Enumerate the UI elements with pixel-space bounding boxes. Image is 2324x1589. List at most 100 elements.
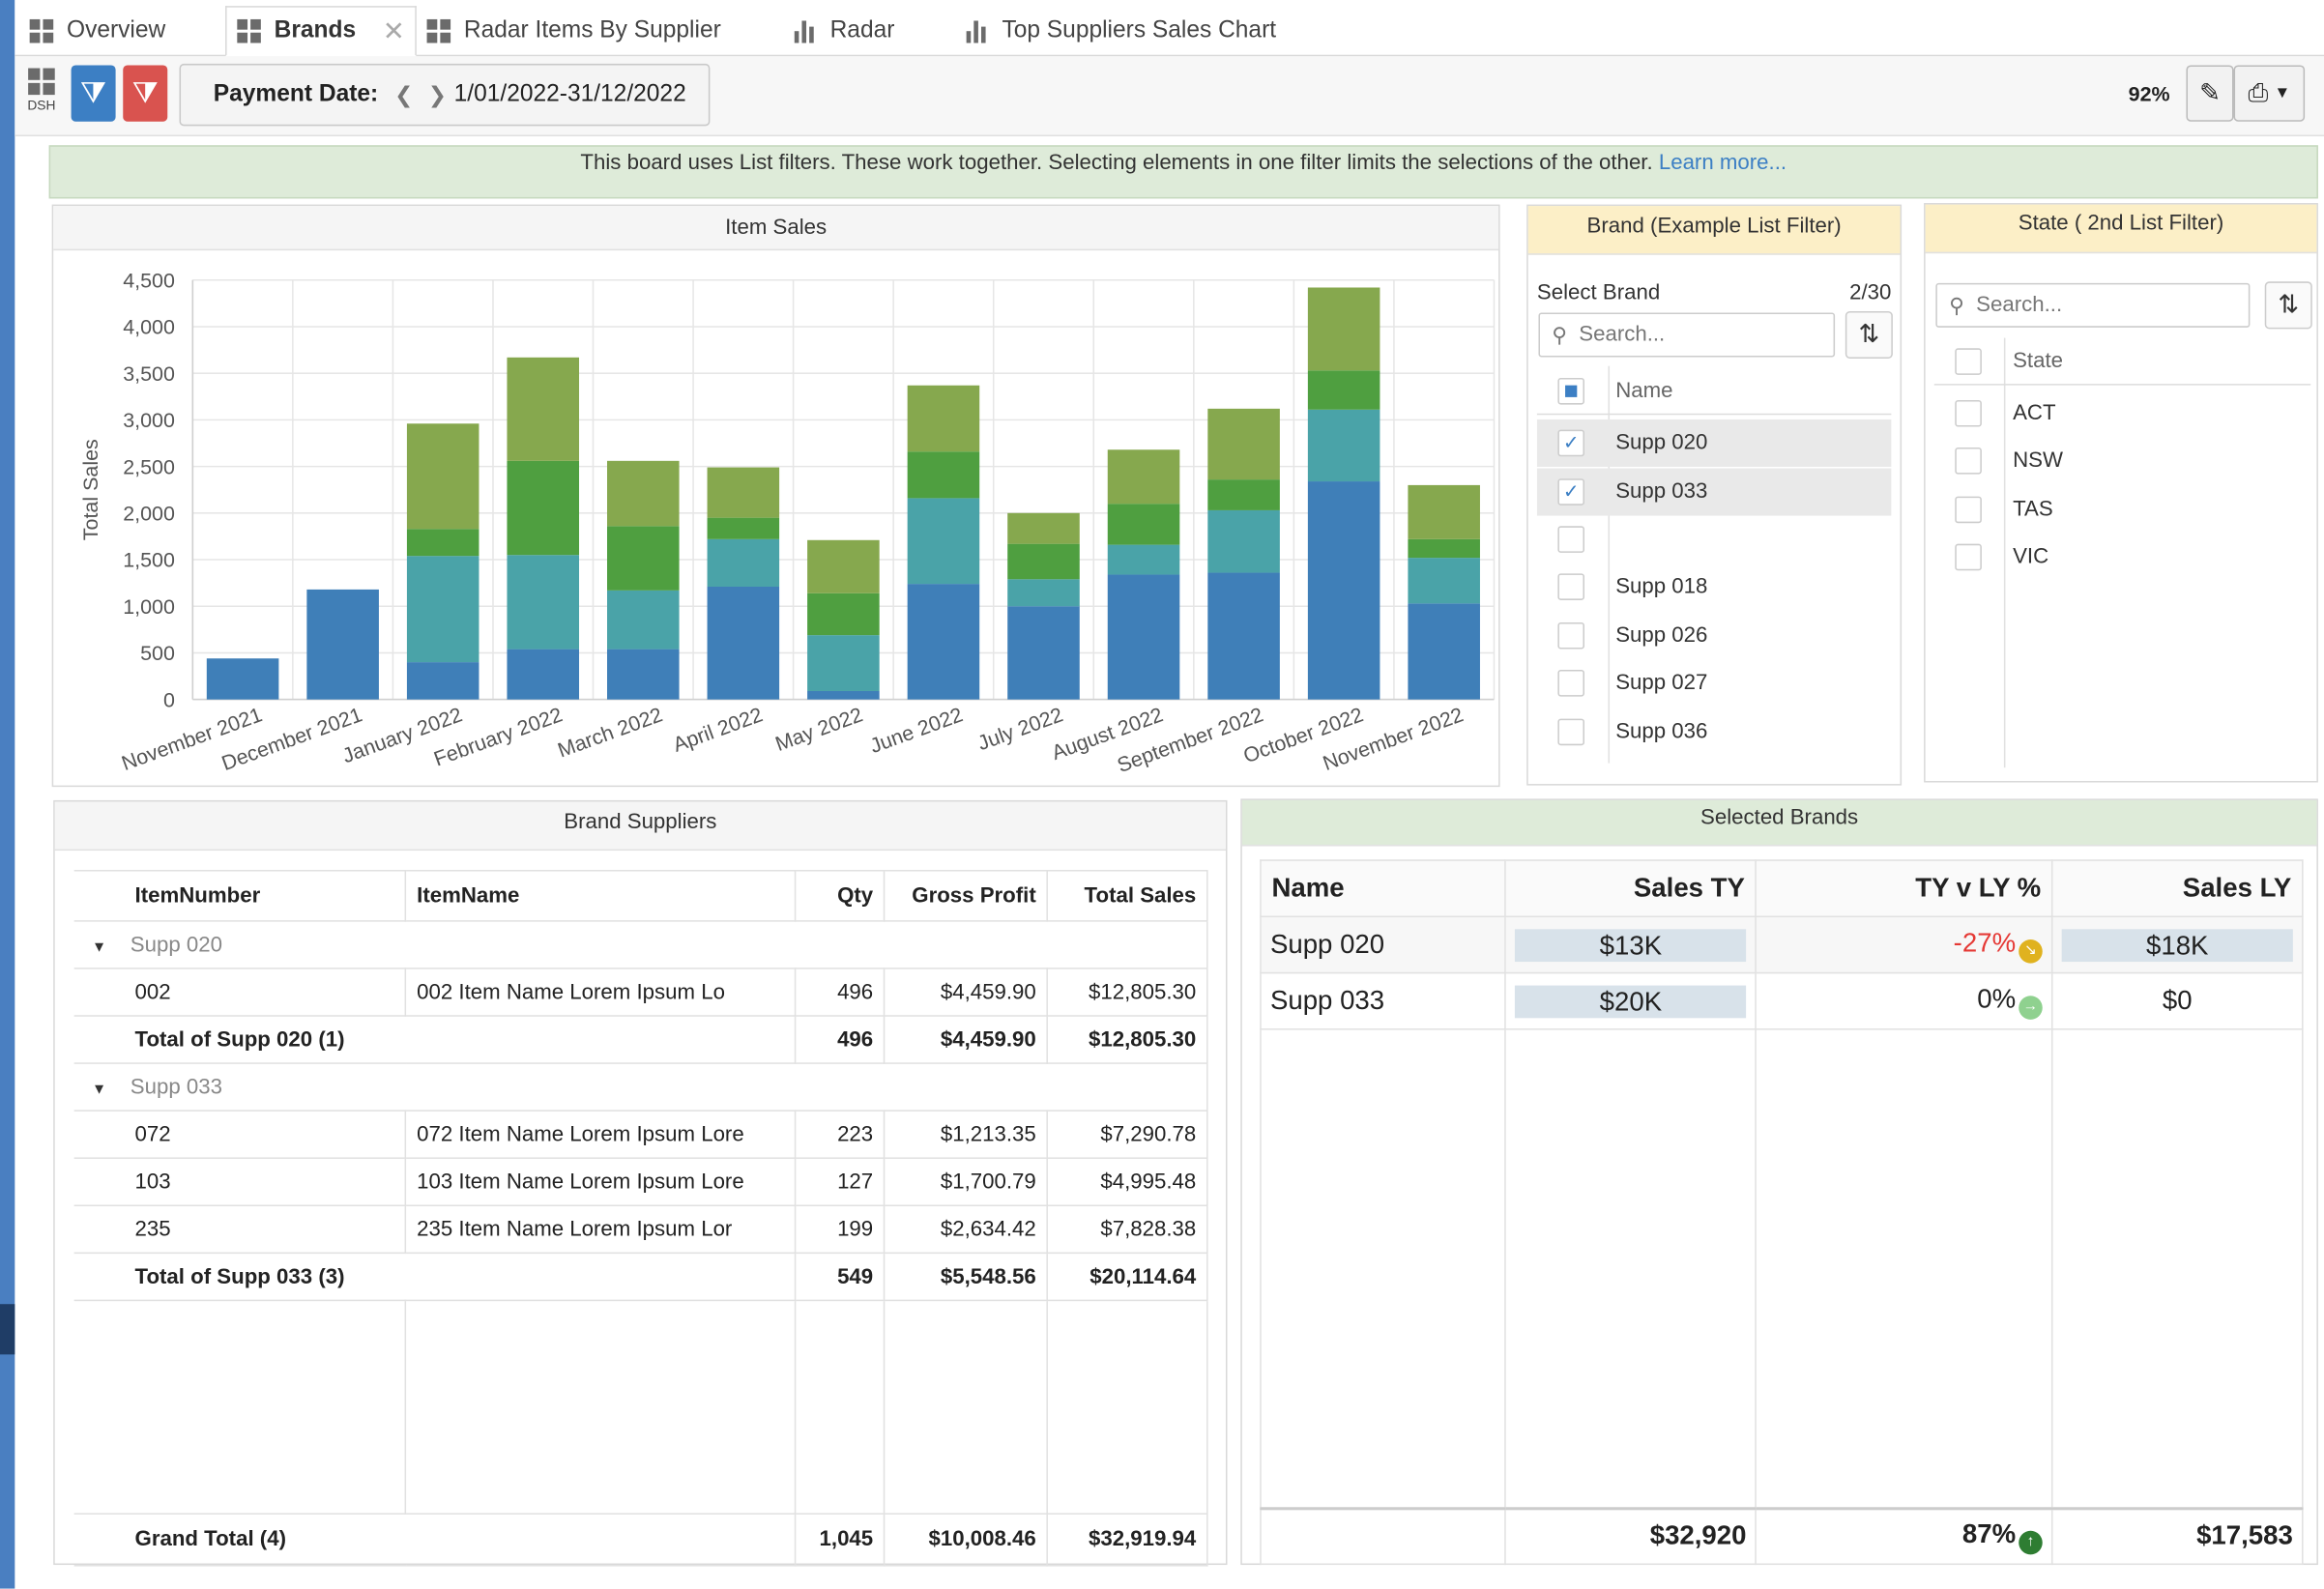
learn-more-link[interactable]: Learn more... xyxy=(1658,151,1787,175)
brand-item-supp-033[interactable]: ✓ Supp 033 xyxy=(1536,468,1892,516)
group-row[interactable]: ▼ Supp 033 xyxy=(73,1063,1208,1112)
select-brand-label: Select Brand xyxy=(1536,281,1661,305)
bar-segment xyxy=(1007,543,1080,580)
brand-item-supp-020[interactable]: ✓ Supp 020 xyxy=(1536,419,1892,467)
tab-brands[interactable]: Brands ✕ xyxy=(225,6,417,57)
tab-top-suppliers-sales-chart[interactable]: Top Suppliers Sales Chart xyxy=(966,6,1322,56)
add-filter-button[interactable]: ⧩ xyxy=(71,65,116,122)
edit-button[interactable]: ✎ xyxy=(2186,65,2234,122)
left-rail-active-marker xyxy=(0,1304,15,1355)
bar-segment xyxy=(707,587,780,700)
table-row[interactable]: Supp 033 $20K 0% → $0 xyxy=(1260,971,2304,1030)
state-sort-button[interactable]: ⇅ xyxy=(2264,281,2312,330)
clear-filter-button[interactable]: ⧩ xyxy=(123,65,168,122)
select-all-checkbox[interactable] xyxy=(1557,377,1584,404)
cell-qty: 223 xyxy=(795,1111,886,1159)
bar-segment xyxy=(1007,512,1080,544)
bar-segment xyxy=(1207,408,1280,480)
checkbox[interactable] xyxy=(1557,573,1584,600)
cell-itemname: 072 Item Name Lorem Ipsum Lore xyxy=(405,1111,797,1159)
cell-total-sales: $12,805.30 xyxy=(1047,1016,1208,1064)
brand-item-supp-027[interactable]: Supp 027 xyxy=(1537,659,1891,707)
y-tick-label: 3,500 xyxy=(123,362,175,386)
checkbox-checked[interactable]: ✓ xyxy=(1557,478,1584,506)
group-total-row: Total of Supp 020 (1) 496 $4,459.90 $12,… xyxy=(73,1016,1208,1064)
cell-gross-profit: $1,213.35 xyxy=(884,1111,1049,1159)
table-row[interactable]: Supp 020 $13K -27% ↘ $18K xyxy=(1260,915,2304,974)
checkbox[interactable] xyxy=(1955,543,1982,571)
checkbox[interactable] xyxy=(1955,496,1982,524)
bar-segment xyxy=(507,460,580,556)
print-button[interactable]: ⎙ ▼ xyxy=(2233,65,2306,122)
checkbox[interactable] xyxy=(1557,670,1584,697)
select-all-checkbox[interactable] xyxy=(1955,347,1982,375)
col-total-sales[interactable]: Total Sales xyxy=(1047,869,1208,922)
brand-item-supp-026[interactable]: Supp 026 xyxy=(1537,612,1891,659)
brand-search-input[interactable]: ⚲ Search... xyxy=(1538,312,1836,358)
table-row[interactable]: 103 103 Item Name Lorem Ipsum Lore 127 $… xyxy=(73,1158,1208,1207)
table-row[interactable]: 002 002 Item Name Lorem Ipsum Lo 496 $4,… xyxy=(73,968,1208,1017)
tab-radar[interactable]: Radar xyxy=(794,6,943,56)
checkbox[interactable] xyxy=(1955,399,1982,427)
cell-sales-ly: $18K xyxy=(2061,928,2293,962)
col-itemname[interactable]: ItemName xyxy=(405,869,797,922)
state-search-input[interactable]: ⚲ Search... xyxy=(1935,282,2251,328)
caret-down-icon[interactable]: ▼ xyxy=(92,1081,107,1098)
state-item-label: NSW xyxy=(2013,448,2063,474)
bar-segment xyxy=(907,498,980,585)
col-itemnumber[interactable]: ItemNumber xyxy=(73,869,407,922)
brand-item-blank[interactable] xyxy=(1537,516,1891,563)
x-tick-label: March 2022 xyxy=(555,703,666,762)
col-sales-ty[interactable]: Sales TY xyxy=(1504,859,1758,918)
state-filter-title: State ( 2nd List Filter) xyxy=(1925,204,2317,254)
cell-name: Supp 033 xyxy=(1260,971,1507,1030)
bar-chart-icon xyxy=(966,19,991,43)
cell-name: Supp 020 xyxy=(1260,915,1507,974)
payment-date-filter[interactable]: Payment Date: ❮ ❯ 1/01/2022-31/12/2022 xyxy=(179,63,711,127)
chevron-left-icon[interactable]: ❮ xyxy=(394,82,414,108)
y-tick-label: 500 xyxy=(140,642,175,665)
cell-itemnumber: 072 xyxy=(73,1111,407,1159)
checkbox[interactable] xyxy=(1955,448,1982,475)
brand-item-supp-018[interactable]: Supp 018 xyxy=(1537,563,1891,611)
bar-segment xyxy=(206,658,279,700)
caret-down-icon[interactable]: ▼ xyxy=(92,939,107,956)
brand-sort-button[interactable]: ⇅ xyxy=(1845,310,1893,360)
x-tick-label: April 2022 xyxy=(670,703,766,757)
bar-segment xyxy=(607,460,680,527)
table-row[interactable]: 235 235 Item Name Lorem Ipsum Lor 199 $2… xyxy=(73,1205,1208,1255)
checkbox[interactable] xyxy=(1557,526,1584,553)
brand-item-supp-036[interactable]: Supp 036 xyxy=(1537,708,1891,756)
col-ty-v-ly[interactable]: TY v LY % xyxy=(1755,859,2053,918)
cell-total-sales: $12,805.30 xyxy=(1047,968,1208,1017)
group-name: Supp 033 xyxy=(130,1075,222,1099)
table-row[interactable]: 072 072 Item Name Lorem Ipsum Lore 223 $… xyxy=(73,1111,1208,1159)
col-gross-profit[interactable]: Gross Profit xyxy=(884,869,1049,922)
tab-bar: Overview Brands ✕ Radar Items By Supplie… xyxy=(15,0,2324,57)
group-row[interactable]: ▼ Supp 020 xyxy=(73,920,1208,969)
state-item-tas[interactable]: TAS xyxy=(1934,486,2308,534)
state-item-nsw[interactable]: NSW xyxy=(1934,437,2308,484)
dashboard-menu-button[interactable]: DSH xyxy=(27,68,57,113)
close-icon[interactable]: ✕ xyxy=(382,15,405,45)
totals-row: $32,920 87% ↑ $17,583 xyxy=(1260,1506,2304,1566)
selected-brands-table: Name Sales TY TY v LY % Sales LY Supp 02… xyxy=(1260,859,2304,1566)
state-item-act[interactable]: ACT xyxy=(1934,390,2308,437)
tab-radar-items-by-supplier[interactable]: Radar Items By Supplier xyxy=(426,6,769,56)
tab-overview[interactable]: Overview xyxy=(27,6,225,56)
col-qty[interactable]: Qty xyxy=(795,869,886,922)
checkbox-checked[interactable]: ✓ xyxy=(1557,429,1584,457)
chevron-right-icon[interactable]: ❯ xyxy=(427,82,447,108)
cell-itemname: 235 Item Name Lorem Ipsum Lor xyxy=(405,1205,797,1255)
cell-ty-v-ly: -27% xyxy=(1953,927,2017,957)
state-item-vic[interactable]: VIC xyxy=(1934,534,2308,581)
cell-total-sales: $7,828.38 xyxy=(1047,1205,1208,1255)
bar-segment xyxy=(1408,484,1480,539)
checkbox[interactable] xyxy=(1557,718,1584,746)
zoom-level[interactable]: 92% xyxy=(2128,81,2170,105)
left-rail[interactable] xyxy=(0,0,15,1589)
col-sales-ly[interactable]: Sales LY xyxy=(2050,859,2304,918)
col-name[interactable]: Name xyxy=(1260,859,1507,918)
checkbox[interactable] xyxy=(1557,621,1584,650)
trend-down-icon: ↘ xyxy=(2019,939,2043,963)
